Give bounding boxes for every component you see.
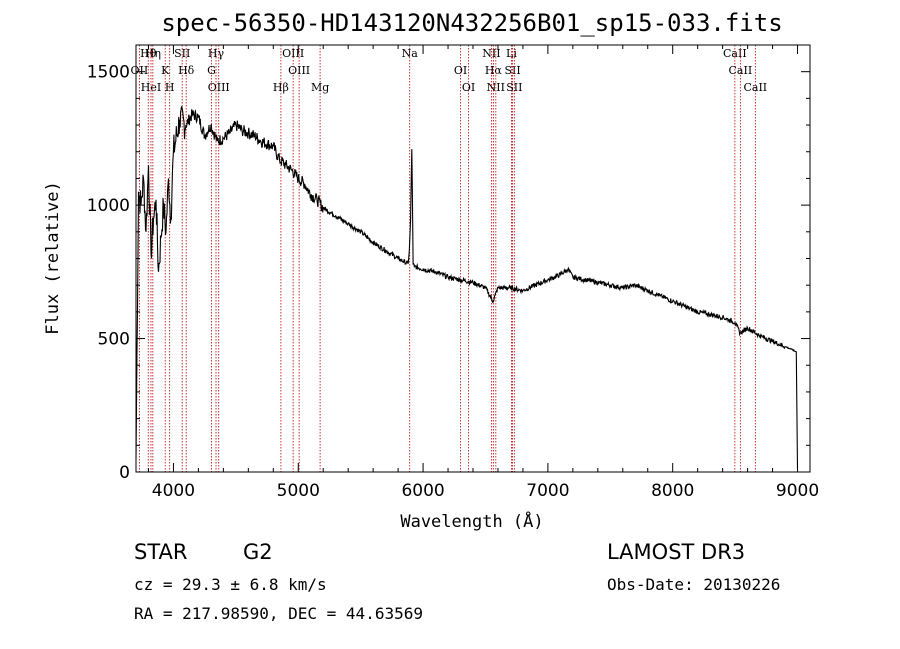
spectral-line-markers: HθOIIHeIHηKHSIIHδOIIIHγGHβOIIIOIIIMgNaOI… [131, 45, 767, 472]
line-marker-label-10: G [207, 64, 216, 77]
object-subclass: G2 [243, 540, 273, 564]
line-marker-label-18: NII [482, 47, 500, 60]
axis-ticks: 4000 5000 6000 7000 8000 9000 0 500 1000 1500 [87, 45, 819, 501]
spectrum-series-line [135, 106, 799, 470]
x-tick-label-8000: 8000 [651, 481, 694, 501]
object-class: STAR [134, 540, 188, 564]
redshift-text: cz = 29.3 ± 6.8 km/s [134, 575, 327, 594]
line-marker-label-23: SII [506, 81, 522, 94]
line-marker-label-11: Hβ [273, 81, 289, 94]
x-axis-label: Wavelength (Å) [400, 510, 543, 532]
line-marker-label-17: OI [462, 81, 475, 94]
line-marker-label-12: OIII [282, 47, 304, 60]
line-marker-label-25: CaII [729, 64, 753, 77]
survey-name: LAMOST DR3 [607, 540, 746, 564]
obs-date-text: Obs-Date: 20130226 [607, 575, 781, 594]
line-marker-label-1: OII [131, 64, 149, 77]
x-tick-label-5000: 5000 [277, 481, 320, 501]
line-marker-label-9: Hγ [208, 47, 225, 60]
line-marker-label-2: HeI [141, 81, 161, 94]
line-marker-label-20: NII [487, 81, 505, 94]
line-marker-label-15: Na [402, 47, 419, 60]
line-marker-label-13: OIII [288, 64, 310, 77]
x-tick-label-9000: 9000 [776, 481, 819, 501]
line-marker-label-6: SII [174, 47, 190, 60]
line-marker-label-16: OI [454, 64, 467, 77]
plot-frame [135, 44, 811, 473]
line-marker-label-5: H [165, 81, 175, 94]
line-marker-label-0: Hθ [140, 47, 157, 60]
y-axis-label: Flux (relative) [43, 181, 63, 335]
line-marker-label-8: OIII [208, 81, 230, 94]
line-marker-label-21: Li [506, 47, 517, 60]
x-tick-label-4000: 4000 [152, 481, 195, 501]
line-marker-label-24: CaII [723, 47, 747, 60]
line-marker-label-19: Hα [485, 64, 503, 77]
line-marker-label-22: SII [504, 64, 520, 77]
coordinates-text: RA = 217.98590, DEC = 44.63569 [134, 604, 423, 623]
y-tick-label-500: 500 [98, 330, 130, 350]
line-marker-label-14: Mg [311, 81, 329, 94]
line-marker-label-26: CaII [743, 81, 767, 94]
x-tick-label-6000: 6000 [401, 481, 444, 501]
chart-title: spec-56350-HD143120N432256B01_sp15-033.f… [161, 9, 782, 37]
line-marker-label-3: Hη [145, 47, 161, 60]
y-tick-label-1500: 1500 [87, 63, 130, 83]
line-marker-label-7: Hδ [178, 64, 195, 77]
line-marker-label-4: K [161, 64, 170, 77]
y-tick-label-0: 0 [119, 463, 130, 483]
x-tick-label-7000: 7000 [526, 481, 569, 501]
y-tick-label-1000: 1000 [87, 196, 130, 216]
